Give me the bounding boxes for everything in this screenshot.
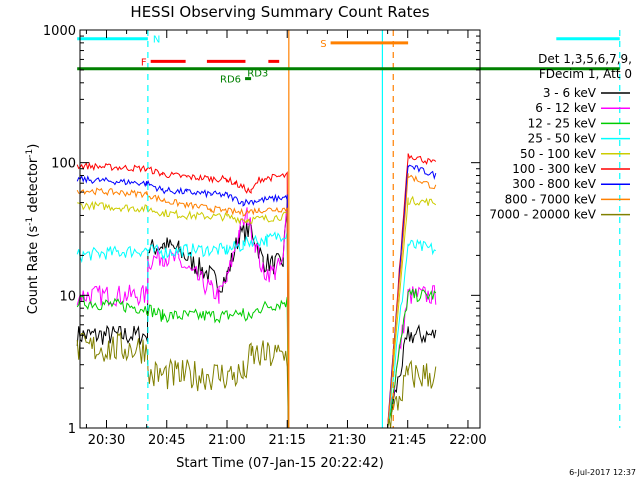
legend-label-7: 800 - 7000 keV bbox=[505, 192, 597, 206]
legend-label-1: 6 - 12 keV bbox=[535, 101, 597, 115]
flag-label-0: N bbox=[153, 35, 160, 46]
chart-title: HESSI Observing Summary Count Rates bbox=[130, 3, 429, 21]
x-axis-label: Start Time (07-Jan-15 20:22:42) bbox=[176, 456, 384, 471]
flag-label-3: RD6 bbox=[220, 75, 241, 86]
y-tick-label-0: 1 bbox=[68, 422, 76, 437]
svg-text:Count Rate (s-1 detector-1): Count Rate (s-1 detector-1) bbox=[25, 144, 41, 315]
legend-label-0: 3 - 6 keV bbox=[543, 86, 597, 100]
legend: Det 1,3,5,6,7,9, FDecim 1, Att 0 3 - 6 k… bbox=[489, 52, 632, 222]
legend-label-3: 25 - 50 keV bbox=[528, 132, 597, 146]
legend-label-4: 50 - 100 keV bbox=[520, 147, 597, 161]
legend-label-2: 12 - 25 keV bbox=[528, 116, 597, 130]
y-axis-label: Count Rate (s-1 detector-1) bbox=[25, 144, 41, 315]
y-tick-label-3: 1000 bbox=[43, 24, 76, 39]
timestamp: 6-Jul-2017 12:37 bbox=[569, 468, 636, 477]
x-tick-label-0: 20:30 bbox=[88, 433, 125, 448]
x-tick-label-6: 22:00 bbox=[449, 433, 486, 448]
x-tick-label-1: 20:45 bbox=[148, 433, 185, 448]
y-tick-label-2: 100 bbox=[51, 157, 76, 172]
x-tick-label-5: 21:45 bbox=[389, 433, 426, 448]
plot-frame bbox=[79, 29, 481, 429]
flag-label-4: RD3 bbox=[247, 68, 268, 79]
legend-header-2: FDecim 1, Att 0 bbox=[539, 67, 632, 81]
y-tick-label-1: 10 bbox=[59, 289, 76, 304]
legend-label-6: 300 - 800 keV bbox=[512, 177, 596, 191]
flag-label-1: S bbox=[320, 39, 326, 50]
x-tick-label-2: 21:00 bbox=[208, 433, 245, 448]
flag-label-2: F bbox=[141, 57, 147, 68]
x-tick-label-4: 21:30 bbox=[329, 433, 366, 448]
legend-header-1: Det 1,3,5,6,7,9, bbox=[538, 52, 632, 66]
legend-label-8: 7000 - 20000 keV bbox=[489, 208, 596, 222]
legend-label-5: 100 - 300 keV bbox=[512, 162, 596, 176]
x-tick-label-3: 21:15 bbox=[268, 433, 305, 448]
